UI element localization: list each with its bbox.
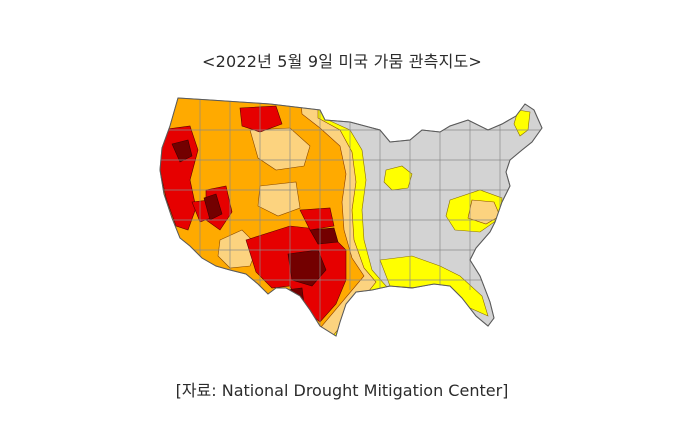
us-drought-map bbox=[150, 90, 560, 352]
map-title: <2022년 5월 9일 미국 가뭄 관측지도> bbox=[201, 52, 483, 71]
d0-great-lakes bbox=[383, 165, 413, 191]
d4-california bbox=[171, 139, 193, 163]
drought-map-svg bbox=[159, 97, 543, 337]
d0-northeast bbox=[513, 109, 531, 137]
source-caption: [자료: National Drought Mitigation Center] bbox=[175, 381, 509, 400]
d3-montana bbox=[239, 105, 283, 133]
d4-nevada bbox=[203, 193, 223, 221]
d4-oklahoma bbox=[309, 227, 339, 245]
us-outline bbox=[159, 97, 543, 337]
d4-texas bbox=[287, 249, 327, 287]
